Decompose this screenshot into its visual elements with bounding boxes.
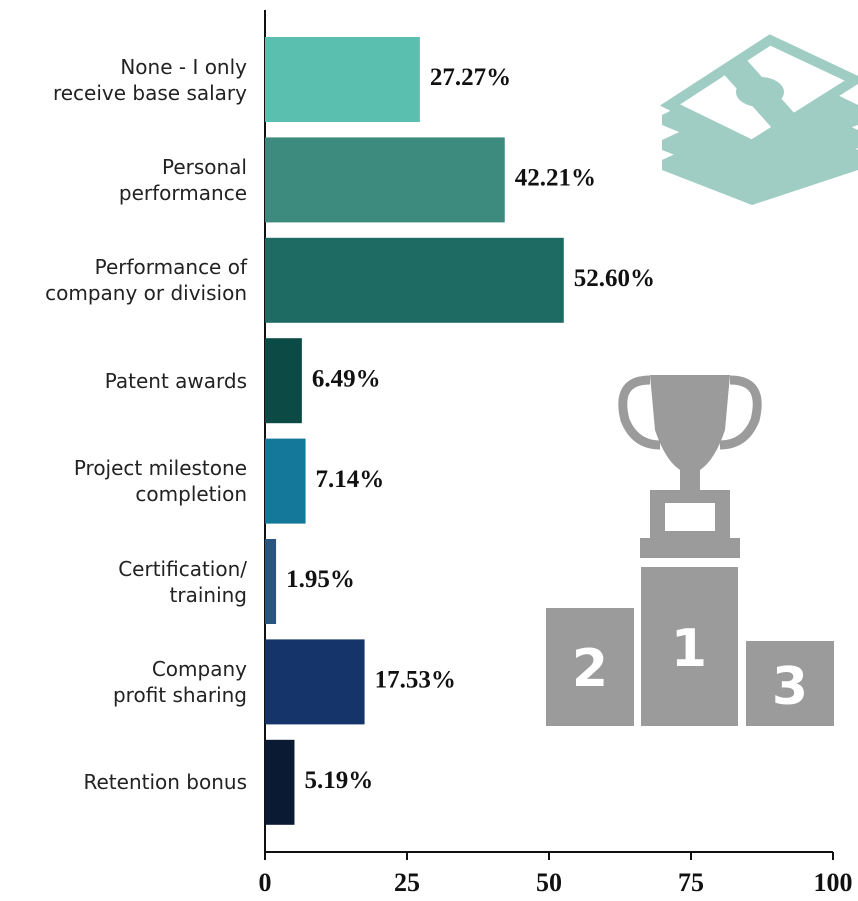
- category-label: Certification/ training: [118, 556, 247, 607]
- category-label: None - I only receive base salary: [52, 54, 247, 105]
- value-label: 27.27%: [430, 64, 511, 91]
- bar: [265, 438, 306, 524]
- category-label: Patent awards: [104, 368, 247, 393]
- bar: [265, 539, 277, 624]
- bar: [265, 739, 295, 825]
- value-label: 17.53%: [375, 667, 456, 694]
- bar: [265, 338, 302, 424]
- value-label: 42.21%: [515, 165, 596, 192]
- value-label: 52.60%: [574, 265, 655, 292]
- category-label: Retention bonus: [83, 770, 248, 795]
- category-label: Company profit sharing: [112, 656, 247, 707]
- value-label: 5.19%: [304, 767, 373, 794]
- category-label: Personal performance: [118, 154, 247, 205]
- podium-number: 2: [572, 639, 608, 699]
- x-tick-label: 50: [536, 868, 562, 897]
- bar: [265, 237, 564, 323]
- category-label: Performance of company or division: [45, 255, 247, 306]
- podium-number: 3: [772, 657, 808, 717]
- bar: [265, 137, 505, 223]
- bar: [265, 639, 365, 725]
- trophy-icon: [546, 375, 834, 726]
- value-label: 1.95%: [286, 566, 355, 593]
- x-tick-label: 0: [259, 868, 272, 897]
- money-icon: [659, 34, 858, 205]
- x-tick-label: 25: [394, 868, 420, 897]
- bar: [265, 37, 420, 122]
- value-label: 6.49%: [312, 365, 381, 392]
- category-label: Project milestone completion: [73, 456, 247, 507]
- podium-number: 1: [671, 619, 707, 679]
- x-tick-label: 75: [678, 868, 704, 897]
- value-label: 7.14%: [316, 466, 385, 493]
- x-tick-label: 100: [814, 868, 853, 897]
